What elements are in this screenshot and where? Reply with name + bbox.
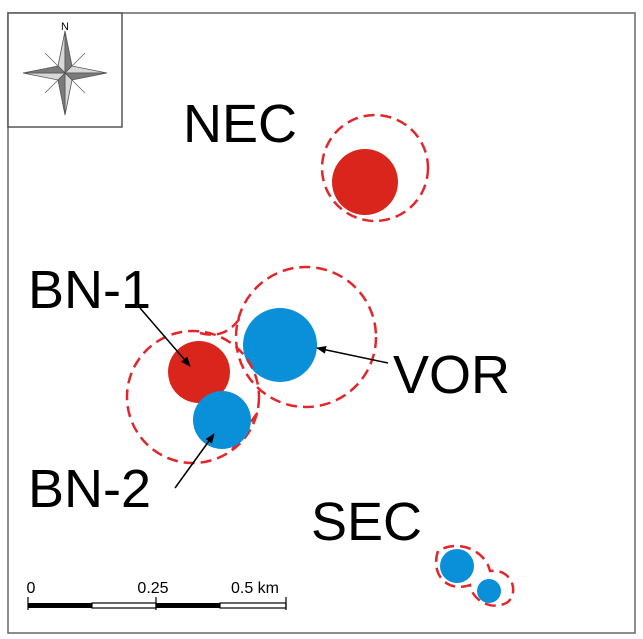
vor-pointer-arrow xyxy=(316,345,389,364)
scale-segment-1 xyxy=(28,603,92,608)
sec-site xyxy=(435,544,515,607)
sec-label: SEC xyxy=(311,492,422,552)
compass-rose-icon xyxy=(22,30,108,116)
scale-label-0: 0 xyxy=(27,580,36,597)
vor-site xyxy=(234,265,378,409)
vor-blue-marker xyxy=(243,308,317,382)
scale-segment-4 xyxy=(219,602,287,609)
scale-label-2: 0.5 km xyxy=(231,580,279,597)
bn1-label: BN-1 xyxy=(28,260,151,320)
bn2-pointer-arrow xyxy=(174,433,215,489)
scale-label-1: 0.25 xyxy=(137,580,168,597)
sec-blue-marker-2 xyxy=(477,579,501,603)
sec-blue-marker-1 xyxy=(440,549,474,583)
nec-zone-outline xyxy=(320,113,430,223)
nec-site xyxy=(320,113,430,223)
compass-north-label: N xyxy=(61,21,69,33)
nec-label: NEC xyxy=(183,94,297,154)
sec-zone-outline xyxy=(435,544,515,607)
vor-label: VOR xyxy=(393,345,510,405)
bn1-pointer-arrow xyxy=(139,307,191,367)
vor-zone-outline xyxy=(234,265,378,409)
scale-bar: 0 0.25 0.5 km xyxy=(27,580,287,610)
bn1-red-marker xyxy=(168,341,230,403)
scale-segment-3 xyxy=(156,603,220,608)
bn2-label: BN-2 xyxy=(28,459,151,519)
compass: N xyxy=(7,12,123,128)
bn2-blue-marker xyxy=(193,391,251,449)
nec-red-marker xyxy=(332,149,398,215)
scale-segment-2 xyxy=(91,602,157,609)
